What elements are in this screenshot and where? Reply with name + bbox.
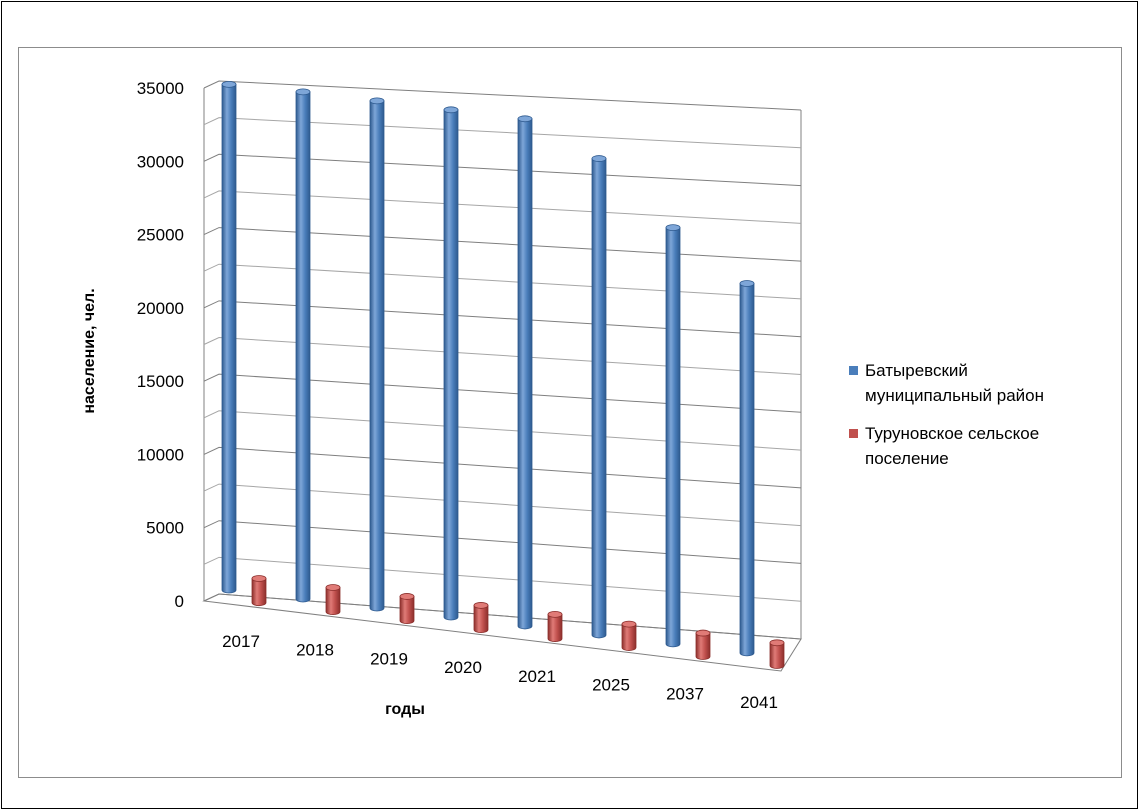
bar-series-2 <box>547 610 563 642</box>
bar-series-2 <box>251 575 267 607</box>
x-tick-label: 2025 <box>592 676 630 695</box>
x-axis-ticks: 2017 2018 2019 2020 2021 2025 2037 2041 <box>222 632 778 712</box>
legend-label: муниципальный район <box>865 386 1044 405</box>
gridline <box>203 593 802 640</box>
y-tick-label: 35000 <box>137 79 184 98</box>
bar-series-1 <box>739 280 755 657</box>
gridline <box>203 263 802 300</box>
y-tick-label: 5000 <box>146 519 184 538</box>
bar-series-1 <box>591 155 607 639</box>
x-tick-label: 2019 <box>370 649 408 668</box>
gridline <box>203 410 802 451</box>
y-axis-ticks: 0 5000 10000 15000 20000 25000 30000 35000 <box>137 79 184 611</box>
gridline <box>203 80 802 111</box>
gridline <box>203 483 802 527</box>
bar-series-2 <box>695 629 711 660</box>
gridline <box>203 373 802 413</box>
x-axis-title: годы <box>385 701 425 718</box>
bar-series-1 <box>295 88 311 603</box>
y-tick-label: 10000 <box>137 445 184 464</box>
bar-series-1 <box>517 115 533 630</box>
chart-gridlines <box>203 80 802 640</box>
x-tick-label: 2037 <box>666 684 704 703</box>
chart-area: 0 5000 10000 15000 20000 25000 30000 35000 2017… <box>18 47 1122 778</box>
chart-bars <box>221 80 785 669</box>
bar-series-2 <box>399 593 415 625</box>
gridline <box>203 190 802 224</box>
gridline <box>203 446 802 489</box>
gridline <box>203 336 802 375</box>
bar-series-1 <box>221 80 237 594</box>
bar-series-1 <box>665 224 681 648</box>
x-tick-label: 2041 <box>740 693 778 712</box>
x-tick-label: 2020 <box>444 658 482 677</box>
legend-swatch <box>849 366 858 375</box>
gridline <box>203 227 802 262</box>
bar-series-2 <box>769 639 785 669</box>
y-tick-label: 0 <box>175 592 184 611</box>
bar-series-2 <box>325 584 341 616</box>
y-axis-title: население, чел. <box>81 288 98 413</box>
gridline <box>203 117 802 149</box>
legend-label: Туруновское сельское <box>865 424 1039 443</box>
y-tick-label: 30000 <box>137 152 184 171</box>
bar-series-1 <box>443 106 459 621</box>
gridline <box>203 556 802 602</box>
gridline <box>203 300 802 338</box>
chart-legend: Батыревский муниципальный район Туруновско… <box>849 361 1044 468</box>
chart-svg: 0 5000 10000 15000 20000 25000 30000 35000 2017… <box>81 79 1044 718</box>
y-tick-label: 15000 <box>137 372 184 391</box>
bar-series-2 <box>621 620 637 651</box>
legend-swatch <box>849 429 858 438</box>
x-tick-label: 2017 <box>222 632 260 651</box>
legend-label: поселение <box>865 449 949 468</box>
bar-series-1 <box>369 97 385 612</box>
x-tick-label: 2021 <box>518 667 556 686</box>
y-tick-label: 20000 <box>137 299 184 318</box>
legend-label: Батыревский <box>865 361 968 380</box>
gridline <box>203 520 802 564</box>
bar-series-2 <box>473 602 489 634</box>
x-tick-label: 2018 <box>296 641 334 660</box>
y-tick-label: 25000 <box>137 226 184 245</box>
gridline <box>203 153 802 187</box>
